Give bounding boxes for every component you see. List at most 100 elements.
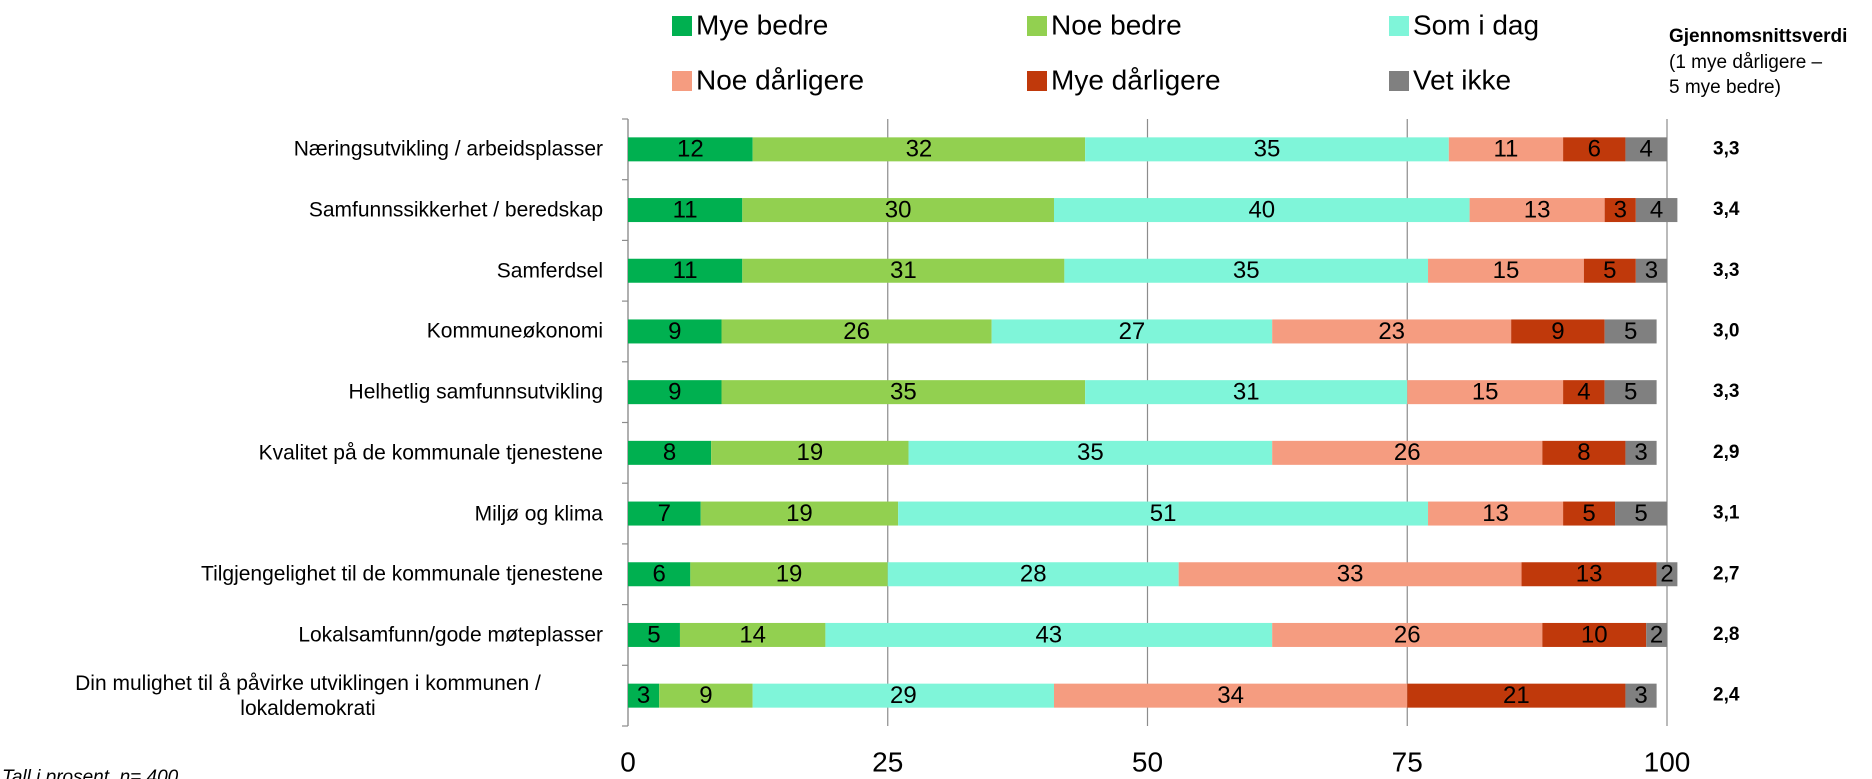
category-label: Kvalitet på de kommunale tjenestene: [258, 441, 603, 465]
x-tick-label: 75: [1392, 746, 1423, 777]
legend-label: Mye dårligere: [1051, 64, 1221, 95]
legend-swatch: [672, 71, 692, 91]
x-tick-label: 50: [1132, 746, 1163, 777]
x-tick-label: 25: [872, 746, 903, 777]
data-label: 14: [739, 621, 766, 648]
legend-label: Vet ikke: [1413, 64, 1511, 95]
average-label: 3,1: [1713, 503, 1740, 524]
data-label: 5: [647, 621, 660, 648]
category-label: Helhetlig samfunnsutvikling: [348, 380, 603, 404]
note: Tall i prosent, n= 400: [2, 767, 179, 779]
bar-segment: [690, 562, 888, 587]
legend-label: Noe bedre: [1051, 9, 1182, 40]
data-label: 21: [1503, 682, 1530, 709]
bar-segment: [991, 319, 1273, 344]
data-label: 35: [1254, 136, 1281, 163]
bar-segment: [1085, 137, 1449, 162]
data-label: 15: [1472, 378, 1499, 405]
bar-segment: [1448, 137, 1564, 162]
average-label: 3,3: [1713, 260, 1739, 281]
data-label: 32: [906, 136, 933, 163]
legend-label: Mye bedre: [696, 9, 828, 40]
bar-segment: [1635, 258, 1667, 283]
average-label: 2,4: [1713, 685, 1740, 706]
legend-label: Noe dårligere: [696, 64, 864, 95]
data-label: 4: [1577, 378, 1590, 405]
data-label: 11: [673, 196, 698, 223]
data-label: 3: [637, 682, 650, 709]
average-label: 3,3: [1713, 381, 1739, 402]
legend-label: Som i dag: [1413, 9, 1539, 40]
data-label: 6: [1588, 136, 1601, 163]
bar-segment: [1272, 440, 1543, 465]
data-label: 35: [1233, 257, 1260, 284]
bar-segment: [1178, 562, 1522, 587]
bar-segment: [908, 440, 1273, 465]
bar-segment: [711, 440, 909, 465]
bar-segment: [1635, 198, 1678, 223]
data-label: 12: [677, 136, 704, 163]
bar-segment: [1625, 137, 1667, 162]
data-label: 51: [1150, 500, 1177, 527]
bar-segment: [628, 137, 753, 162]
bar-segment: [628, 380, 722, 405]
bar-segment: [1604, 319, 1657, 344]
data-label: 11: [673, 257, 698, 284]
data-label: 27: [1119, 318, 1146, 345]
bar-segment: [825, 622, 1273, 647]
data-label: 19: [796, 439, 823, 466]
bar-segment: [628, 440, 712, 465]
x-tick-label: 0: [620, 746, 636, 777]
average-label: 2,8: [1713, 624, 1739, 645]
data-label: 9: [699, 682, 712, 709]
bar-segment: [1272, 319, 1512, 344]
bar-segment: [742, 258, 1065, 283]
bar-segment: [1064, 258, 1429, 283]
data-label: 35: [890, 378, 917, 405]
category-label: Kommuneøkonomi: [426, 319, 603, 343]
data-label: 35: [1077, 439, 1104, 466]
bar-segment: [1563, 137, 1626, 162]
data-label: 33: [1337, 561, 1364, 588]
bar-segment: [1604, 380, 1657, 405]
data-label: 15: [1493, 257, 1520, 284]
legend-swatch: [1027, 16, 1047, 36]
bar-segment: [721, 319, 992, 344]
average-label: 2,7: [1713, 563, 1739, 584]
data-label: 9: [1551, 318, 1564, 345]
category-label: Din mulighet til å påvirke utviklingen i…: [75, 671, 541, 720]
data-label: 2: [1660, 561, 1673, 588]
bar-segment: [1272, 622, 1543, 647]
bar-segment: [1583, 258, 1636, 283]
bar-segment: [752, 137, 1086, 162]
bar-segment: [1053, 198, 1470, 223]
data-label: 13: [1482, 500, 1509, 527]
data-label: 13: [1524, 196, 1551, 223]
data-label: 2: [1650, 621, 1663, 648]
data-label: 3: [1614, 196, 1627, 223]
bar-segment: [1615, 501, 1667, 526]
data-label: 3: [1645, 257, 1658, 284]
average-label: 3,3: [1713, 138, 1739, 159]
bar-segment: [659, 683, 753, 708]
data-label: 28: [1020, 561, 1047, 588]
bar-segment: [1521, 562, 1657, 587]
bar-segment: [1407, 683, 1626, 708]
data-label: 23: [1378, 318, 1405, 345]
data-label: 5: [1624, 378, 1637, 405]
legend-swatch: [1389, 16, 1409, 36]
bar-segment: [1646, 622, 1667, 647]
data-label: 8: [1577, 439, 1590, 466]
bar-segment: [1407, 380, 1564, 405]
bar-segment: [1053, 683, 1408, 708]
data-label: 43: [1035, 621, 1062, 648]
bar-segment: [1563, 380, 1605, 405]
category-label: Tilgjengelighet til de kommunale tjenest…: [201, 562, 603, 586]
bar-segment: [628, 319, 722, 344]
data-label: 10: [1581, 621, 1608, 648]
bar-segment: [1625, 683, 1657, 708]
bar-segment: [721, 380, 1086, 405]
bar-segment: [628, 258, 743, 283]
